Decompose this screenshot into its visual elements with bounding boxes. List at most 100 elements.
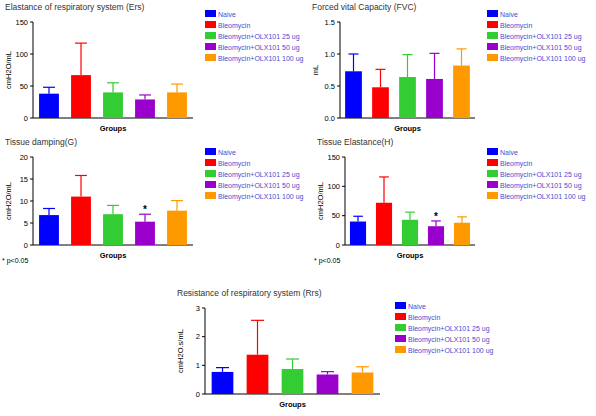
bar <box>167 211 187 245</box>
y-axis <box>33 22 34 118</box>
error-bar <box>429 53 439 79</box>
error-line <box>80 43 81 75</box>
y-tick <box>202 394 205 395</box>
y-tick-label: 1.5 <box>325 18 335 27</box>
legend-label: Bleomycin+OLX101 100 ug <box>218 55 304 63</box>
y-tick <box>30 157 33 158</box>
bar <box>372 87 389 118</box>
y-axis-label: cmH2O/mL <box>4 51 13 89</box>
x-axis-label: Groups <box>100 124 127 133</box>
legend-label: Bleomycin+OLX101 100 ug <box>408 347 494 355</box>
error-line <box>257 320 258 354</box>
error-cap <box>43 87 55 88</box>
error-line <box>292 359 293 369</box>
y-tick-label: 50 <box>332 211 340 220</box>
y-axis-label: cmH2O.s/mL <box>176 329 185 373</box>
bars <box>345 49 470 118</box>
error-line <box>461 49 462 66</box>
x-axis-label: Groups <box>279 400 306 409</box>
error-line <box>357 216 358 221</box>
legend-swatch <box>487 159 498 166</box>
error-cap <box>402 54 412 55</box>
error-bar <box>171 201 183 211</box>
y-tick <box>30 179 33 180</box>
y-tick <box>342 215 345 216</box>
error-bar <box>216 368 229 372</box>
error-cap <box>375 69 385 70</box>
error-bar <box>379 177 389 203</box>
error-line <box>461 217 462 223</box>
y-tick <box>30 22 33 23</box>
error-cap <box>405 212 415 213</box>
error-bar <box>456 49 466 66</box>
error-bar <box>321 372 334 375</box>
y-tick <box>337 54 340 55</box>
bar <box>376 203 392 245</box>
legend-swatch <box>487 21 498 28</box>
y-tick-label: 150 <box>15 18 28 27</box>
error-bar <box>171 84 183 92</box>
legend-swatch <box>487 10 498 17</box>
panel: Forced vital Capacity (FVC)0.00.51.01.5m… <box>311 2 586 133</box>
legend-label: Naive <box>500 149 518 156</box>
error-cap <box>216 367 229 368</box>
y-tick <box>342 186 345 187</box>
y-axis <box>205 308 206 394</box>
legend-label: Bleomycin+OLX101 50 ug <box>500 44 582 52</box>
y-tick <box>337 118 340 119</box>
error-line <box>176 201 177 211</box>
y-tick-label: 20 <box>20 153 28 162</box>
bar <box>399 77 416 118</box>
error-cap <box>379 176 389 177</box>
y-tick-label: 0.0 <box>325 114 335 123</box>
error-line <box>144 214 145 221</box>
legend-label: Bleomycin+OLX101 100 ug <box>500 55 586 63</box>
error-cap <box>43 208 55 209</box>
y-tick <box>30 223 33 224</box>
bar <box>135 222 155 245</box>
legend-label: Bleomycin+OLX101 25 ug <box>218 171 300 179</box>
error-bar <box>457 217 467 223</box>
title: Tissue damping(G) <box>5 137 77 147</box>
legend-swatch <box>205 148 216 155</box>
legend-swatch <box>395 324 406 331</box>
legend-label: Bleomycin+OLX101 50 ug <box>218 182 300 190</box>
error-cap <box>75 43 87 44</box>
error-bar <box>107 83 119 93</box>
legend-swatch <box>205 170 216 177</box>
error-bar <box>405 212 415 220</box>
error-bar <box>139 95 151 99</box>
bars <box>212 320 374 394</box>
error-bar <box>107 205 119 214</box>
title: Forced vital Capacity (FVC) <box>312 2 417 12</box>
y-tick <box>337 22 340 23</box>
error-line <box>362 367 363 373</box>
legend-swatch <box>395 335 406 342</box>
y-tick-label: 0 <box>336 241 340 250</box>
bar <box>317 375 339 394</box>
error-bar <box>356 367 369 373</box>
error-cap <box>286 358 299 359</box>
y-tick <box>30 54 33 55</box>
error-cap <box>75 175 87 176</box>
y-tick-label: 100 <box>15 50 28 59</box>
y-tick <box>30 201 33 202</box>
bar <box>402 220 418 245</box>
error-cap <box>171 200 183 201</box>
bar <box>428 226 444 245</box>
legend-label: Bleomycin <box>500 22 532 30</box>
y-tick-label: 0.5 <box>325 82 335 91</box>
legend-label: Bleomycin+OLX101 25 ug <box>500 33 582 41</box>
legend-label: Bleomycin <box>218 160 250 168</box>
bar <box>39 94 59 118</box>
x-axis-label: Groups <box>397 251 424 260</box>
legend-label: Bleomycin+OLX101 50 ug <box>500 182 582 190</box>
error-cap <box>321 371 334 372</box>
bar <box>247 355 269 394</box>
legend-label: Bleomycin+OLX101 25 ug <box>218 33 300 41</box>
y-tick-label: 2 <box>196 332 200 341</box>
error-line <box>144 95 145 99</box>
y-tick <box>202 336 205 337</box>
legend-swatch <box>487 181 498 188</box>
error-line <box>380 69 381 87</box>
